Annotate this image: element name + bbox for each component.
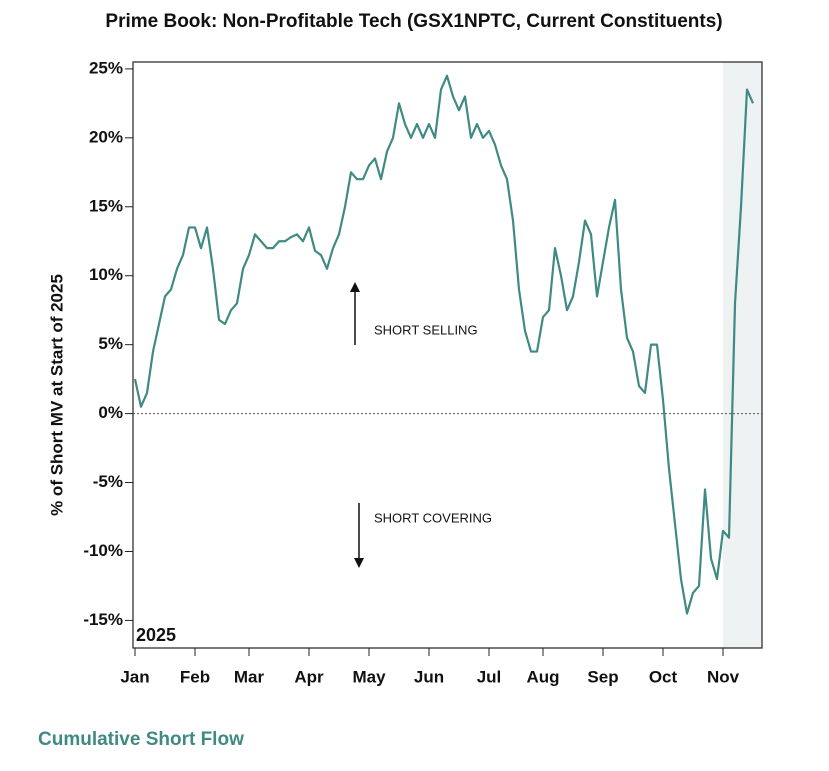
chart-title: Prime Book: Non-Profitable Tech (GSX1NPT… bbox=[105, 11, 722, 32]
x-tick-label: Aug bbox=[526, 667, 559, 686]
y-tick-label: 5% bbox=[98, 334, 123, 353]
line bbox=[133, 74, 755, 615]
arrow-up bbox=[350, 282, 360, 345]
x-tick-label: Apr bbox=[294, 667, 324, 686]
y-axis-label: % of Short MV at Start of 2025 bbox=[47, 274, 66, 516]
x-tick-label: Jul bbox=[477, 667, 502, 686]
y-tick-label: 10% bbox=[89, 265, 123, 284]
y-tick-label: 0% bbox=[98, 403, 123, 422]
y-tick-label: -10% bbox=[83, 541, 123, 560]
year-label: 2025 bbox=[136, 625, 176, 645]
shaded-region bbox=[723, 62, 762, 648]
arrow-down bbox=[354, 503, 364, 568]
y-tick-label: 25% bbox=[89, 58, 123, 77]
y-tick-label: -15% bbox=[83, 610, 123, 629]
x-tick-label: Jan bbox=[120, 667, 149, 686]
annotation: SHORT COVERING bbox=[374, 510, 492, 525]
x-tick-label: May bbox=[352, 667, 386, 686]
x-tick-label: Jun bbox=[414, 667, 444, 686]
y-tick-label: 20% bbox=[89, 127, 123, 146]
x-tick-label: Feb bbox=[180, 667, 210, 686]
x-tick-label: Mar bbox=[234, 667, 265, 686]
y-tick-label: 15% bbox=[89, 196, 123, 215]
footer: Cumulative Short Flow bbox=[38, 729, 244, 750]
y-tick-label: -5% bbox=[93, 472, 123, 491]
x-tick-label: Sep bbox=[587, 667, 618, 686]
plot-frame bbox=[132, 61, 763, 649]
x-tick-label: Nov bbox=[707, 667, 740, 686]
x-tick-label: Oct bbox=[649, 667, 678, 686]
annotation: SHORT SELLING bbox=[374, 322, 478, 337]
